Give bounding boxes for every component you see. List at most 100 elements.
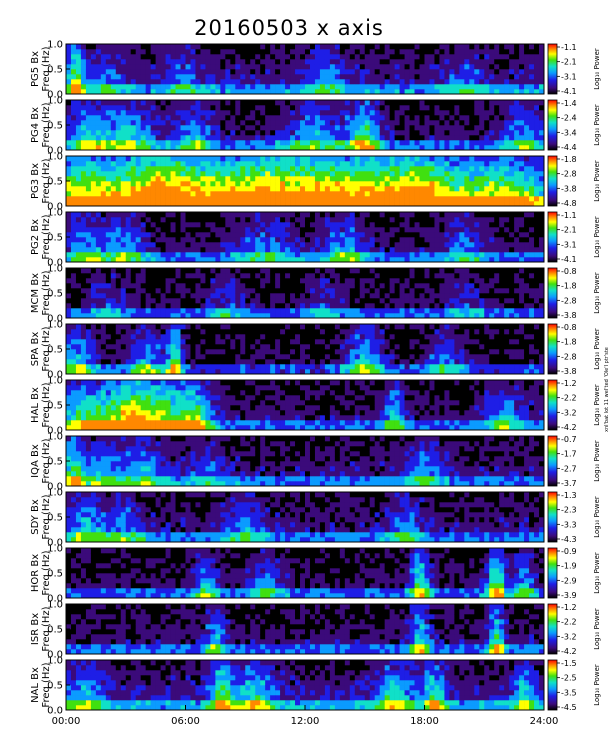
spectrogram-cell — [290, 283, 296, 289]
spectrogram-cell — [190, 288, 196, 294]
spectrogram-cell — [195, 303, 201, 309]
spectrogram-cell — [344, 217, 351, 223]
spectrogram-cell — [309, 227, 316, 233]
spectrogram-cell — [374, 176, 380, 182]
spectrogram-cell — [145, 278, 151, 284]
spectrogram-cell — [364, 283, 371, 289]
spectrogram-cell — [464, 303, 470, 309]
spectrogram-cell — [409, 161, 415, 167]
spectrogram-cell — [359, 283, 366, 289]
spectrogram-cell — [275, 69, 281, 75]
spectrogram-cell — [130, 268, 137, 274]
spectrogram-cell — [70, 252, 77, 258]
spectrogram-cell — [454, 140, 460, 146]
spectrogram-cell — [399, 44, 405, 50]
spectrogram-cell — [265, 257, 271, 263]
spectrogram-cell — [235, 247, 241, 253]
spectrogram-cell — [514, 161, 520, 167]
spectrogram-cell — [484, 49, 490, 55]
spectrogram-cell — [85, 120, 92, 126]
chart-title: 20160503 x axis — [194, 16, 384, 40]
spectrogram-cell — [150, 227, 156, 233]
spectrogram-cell — [115, 100, 122, 106]
spectrogram-cell — [499, 278, 505, 284]
spectrogram-cell — [374, 288, 380, 294]
spectrogram-cell — [260, 69, 266, 75]
spectrogram-cell — [235, 181, 241, 187]
spectrogram-cell — [85, 79, 92, 85]
spectrogram-cell — [250, 69, 256, 75]
spectrogram-cell — [165, 247, 171, 253]
spectrogram-cell — [205, 257, 211, 263]
spectrogram-cell — [394, 54, 400, 60]
spectrogram-cell — [314, 181, 321, 187]
spectrogram-cell — [95, 359, 102, 365]
spectrogram-cell — [195, 145, 201, 151]
spectrogram-cell — [509, 44, 515, 50]
spectrogram-cell — [235, 171, 241, 177]
spectrogram-cell — [379, 74, 385, 80]
spectrogram-cell — [85, 364, 92, 370]
spectrogram-cell — [140, 283, 146, 289]
spectrogram-cell — [489, 89, 495, 95]
spectrogram-cell — [220, 166, 226, 172]
spectrogram-cell — [454, 242, 460, 248]
spectrogram-cell — [474, 49, 480, 55]
spectrogram-cell — [115, 212, 122, 218]
spectrogram-cell — [260, 115, 266, 121]
spectrogram-cell — [404, 303, 410, 309]
spectrogram-cell — [220, 74, 226, 80]
spectrogram-cell — [100, 110, 107, 116]
spectrogram-cell — [374, 166, 380, 172]
spectrogram-cell — [190, 100, 196, 106]
spectrogram-cell — [170, 84, 176, 90]
spectrogram-cell — [489, 145, 495, 151]
spectrogram-cell — [260, 89, 266, 95]
spectrogram-cell — [469, 171, 475, 177]
spectrogram-cell — [80, 120, 87, 126]
spectrogram-cell — [305, 110, 311, 116]
spectrogram-cell — [534, 161, 540, 167]
spectrogram-cell — [394, 283, 400, 289]
spectrogram-cell — [280, 140, 286, 146]
spectrogram-cell — [270, 156, 276, 162]
spectrogram-cell — [434, 115, 440, 121]
spectrogram-cell — [95, 54, 102, 60]
spectrogram-cell — [539, 145, 545, 151]
spectrogram-cell — [305, 74, 311, 80]
spectrogram-cell — [364, 166, 371, 172]
spectrogram-cell — [474, 171, 480, 177]
spectrogram-cell — [120, 227, 127, 233]
spectrogram-cell — [120, 161, 127, 167]
spectrogram-cell — [220, 110, 226, 116]
spectrogram-cell — [115, 222, 122, 228]
spectrogram-cell — [309, 74, 316, 80]
spectrogram-cell — [519, 135, 525, 141]
spectrogram-cell — [105, 161, 112, 167]
spectrogram-cell — [66, 79, 72, 85]
spectrogram-cell — [534, 201, 540, 207]
spectrogram-cell — [504, 64, 510, 70]
spectrogram-cell — [324, 191, 331, 197]
spectrogram-cell — [285, 181, 291, 187]
spectrogram-cell — [205, 44, 211, 50]
spectrogram-cell — [245, 171, 251, 177]
spectrogram-cell — [404, 278, 410, 284]
spectrogram-cell — [100, 227, 107, 233]
spectrogram-cell — [210, 283, 216, 289]
spectrogram-cell — [95, 44, 102, 50]
spectrogram-cell — [66, 288, 72, 294]
spectrogram-cell — [424, 217, 430, 223]
spectrogram-cell — [454, 120, 460, 126]
spectrogram-cell — [354, 217, 361, 223]
spectrogram-cell — [374, 303, 380, 309]
spectrogram-cell — [175, 242, 181, 248]
spectrogram-cell — [190, 44, 196, 50]
spectrogram-cell — [309, 115, 316, 121]
spectrogram-cell — [429, 166, 435, 172]
spectrogram-cell — [95, 79, 102, 85]
spectrogram-cell — [489, 110, 495, 116]
spectrogram-cell — [180, 212, 186, 218]
spectrogram-cell — [190, 130, 196, 136]
spectrogram-cell — [434, 110, 440, 116]
